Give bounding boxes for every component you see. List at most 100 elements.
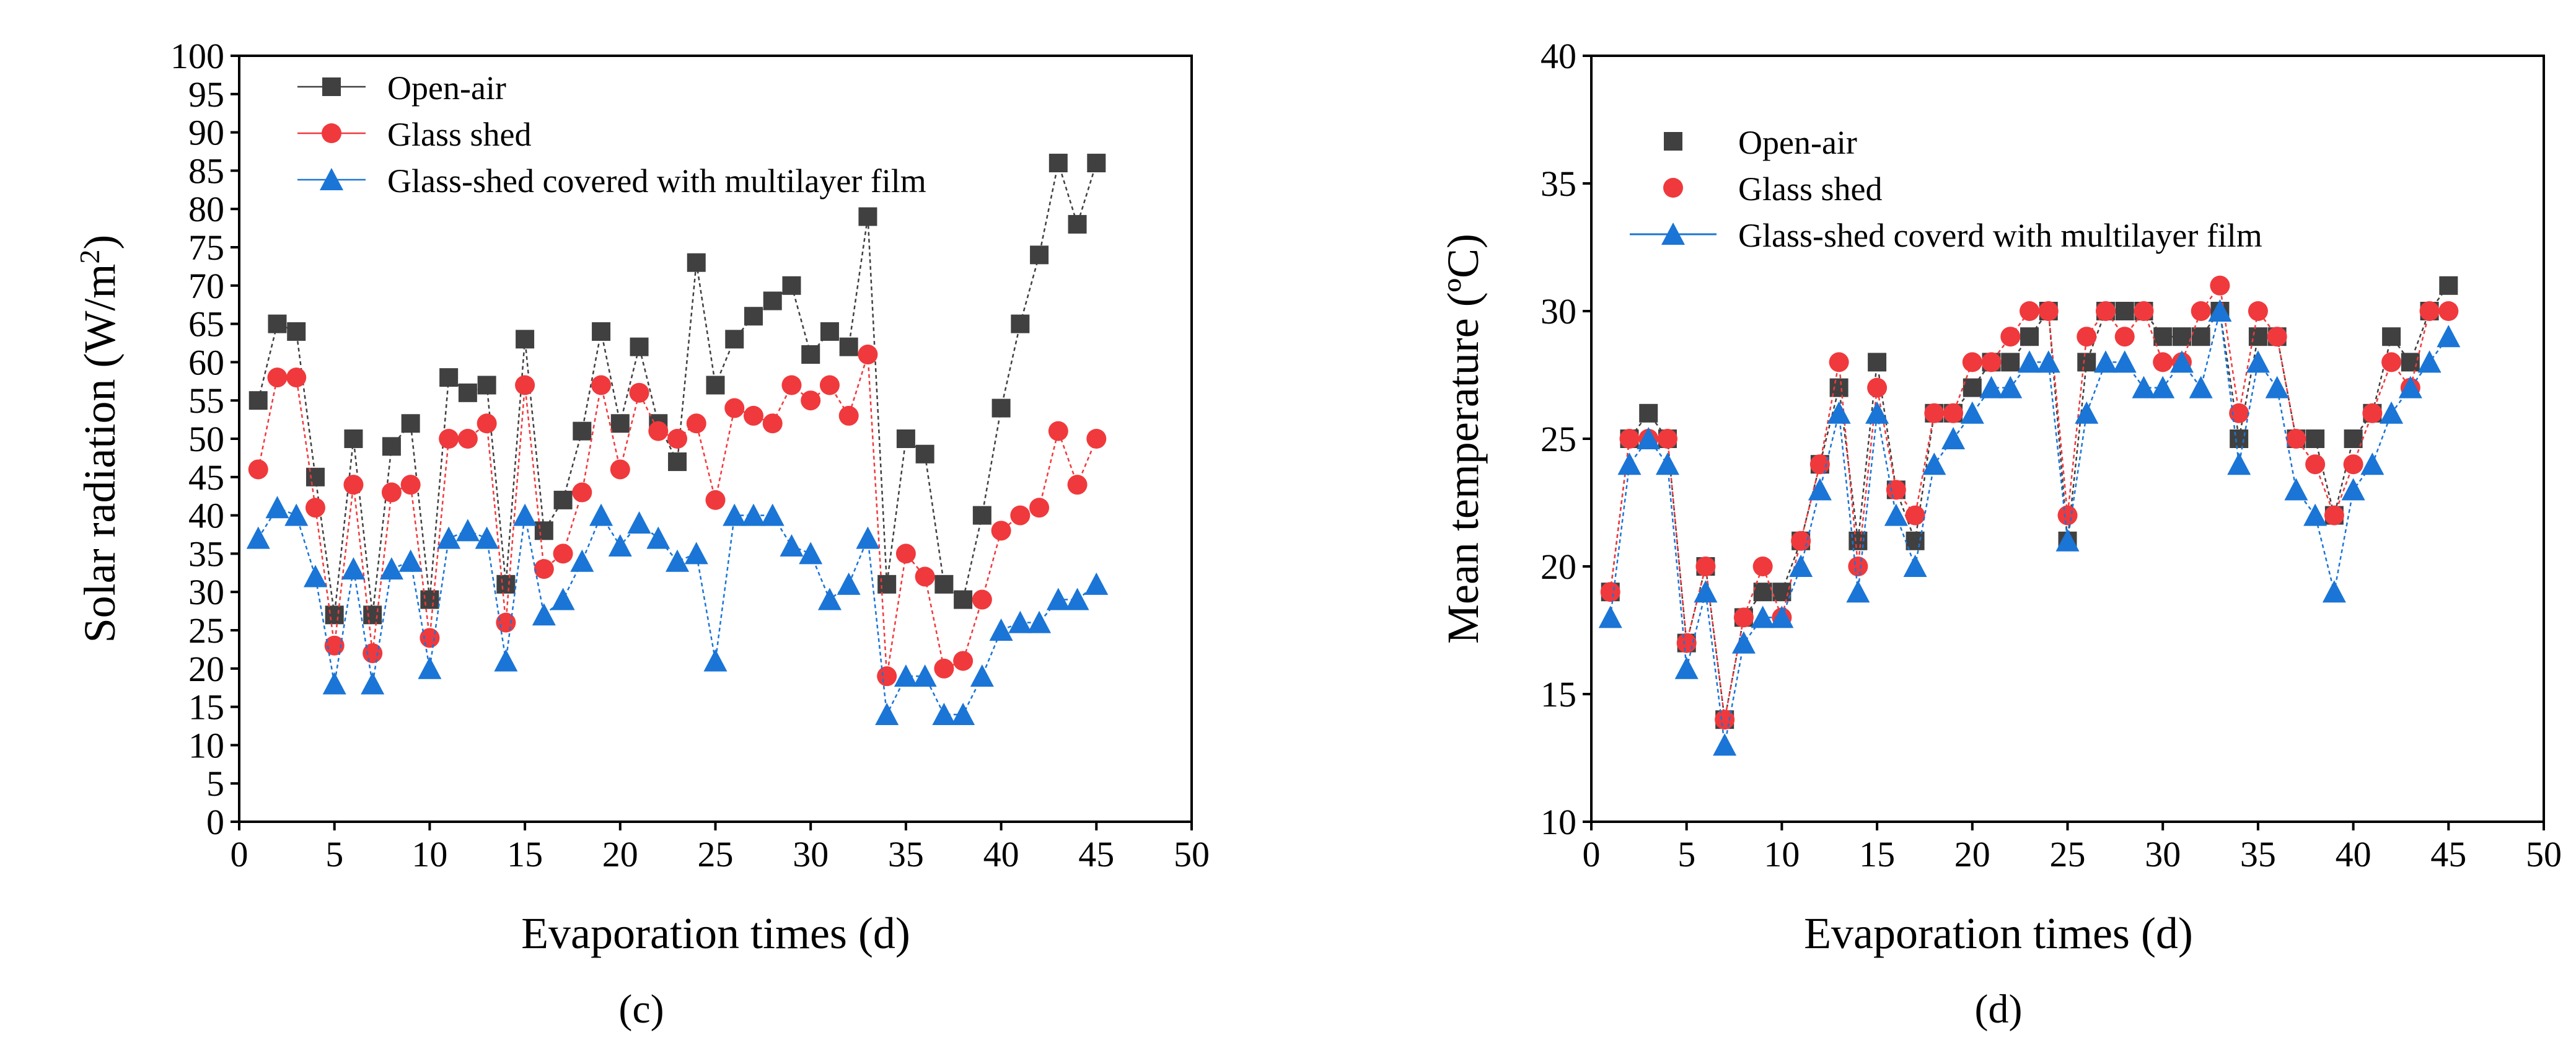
data-point [705,490,726,510]
data-point [439,368,459,387]
data-point [1048,421,1068,441]
data-point [838,405,859,426]
data-point [706,376,725,395]
x-tick-label: 15 [1859,834,1895,874]
data-point [989,618,1013,641]
y-tick-label: 60 [188,342,224,382]
x-tick-label: 0 [1583,834,1601,874]
data-point [2381,352,2402,372]
data-point [494,649,518,672]
data-point [932,702,956,725]
data-point [1065,587,1089,610]
data-point [322,672,346,695]
legend-label: Glass shed [1738,170,1882,208]
data-point [970,664,994,687]
data-point [324,635,345,656]
x-tick-label: 35 [888,834,924,874]
data-point [1030,245,1049,265]
x-tick-label: 25 [698,834,734,874]
data-point [1087,154,1106,173]
y-axis-label: Mean temperature (ºC) [1438,234,1488,644]
data-point [286,367,307,388]
x-tick-label: 30 [793,834,829,874]
data-point [1752,557,1773,576]
y-tick-label: 30 [1541,291,1576,332]
data-point [2227,452,2251,475]
data-point [1713,733,1737,756]
data-point [305,498,325,518]
data-point [1694,580,1718,603]
data-point [2191,327,2210,346]
y-tick-label: 55 [188,381,224,421]
data-point [515,375,535,395]
data-point [363,605,382,625]
data-point [1674,656,1699,679]
series-line [257,160,1097,615]
y-tick-label: 50 [188,419,224,459]
data-point [439,429,459,449]
data-point [913,664,937,687]
data-point [2038,301,2059,321]
data-point [1884,503,1908,526]
data-point [2284,478,2308,501]
y-tick-label: 75 [188,227,224,268]
y-axis-label-sup: 2 [74,250,105,264]
data-point [915,444,934,464]
data-point [934,658,954,679]
series-layer [246,154,1109,725]
y-tick-label: 35 [1541,164,1576,204]
data-point [991,521,1011,541]
data-point [1657,429,1677,449]
data-point [896,429,915,448]
data-point [2360,452,2385,475]
data-point [458,383,477,402]
data-point [2419,301,2440,321]
data-point [2169,350,2194,373]
data-point [592,322,611,341]
data-point [534,559,554,579]
x-axis-label: Evaporation times (d) [521,909,910,958]
data-point [534,521,553,540]
data-point [2286,429,2306,449]
data-point [2151,376,2175,398]
data-point [1600,582,1620,602]
data-point [532,603,556,626]
data-point [1751,605,1775,628]
data-point [858,345,878,365]
y-axis-label: Solar radiation (W/m2) [74,235,125,643]
data-point [2439,276,2458,295]
data-point [2000,327,2021,347]
data-point [2401,353,2420,372]
data-point [2343,454,2363,475]
y-tick-label: 25 [1541,419,1576,459]
data-point [1067,475,1088,495]
data-point [2438,301,2459,321]
data-point [1962,352,1982,372]
series-triangle [246,496,1109,725]
data-point [1829,352,1849,372]
legend-label: Glass shed [387,116,531,153]
x-tick-label: 50 [2526,834,2562,874]
y-axis-label-tail: ) [75,235,125,250]
y-tick-label: 10 [1541,802,1576,842]
data-point [780,534,804,557]
data-point [455,519,480,542]
data-point [1827,401,1851,424]
data-point [2230,429,2249,448]
data-point [246,526,270,549]
data-point [2153,327,2173,346]
data-point [1617,452,1642,475]
data-point [723,503,747,526]
data-point [2246,350,2270,373]
data-point [630,337,649,356]
data-point [817,587,842,610]
x-tick-label: 40 [983,834,1019,874]
data-point [477,413,497,434]
data-point [2210,275,2230,296]
data-point [666,549,690,572]
data-point [875,702,899,725]
y-tick-label: 25 [188,610,224,651]
y-tick-label: 65 [188,304,224,345]
data-point [2303,503,2328,526]
